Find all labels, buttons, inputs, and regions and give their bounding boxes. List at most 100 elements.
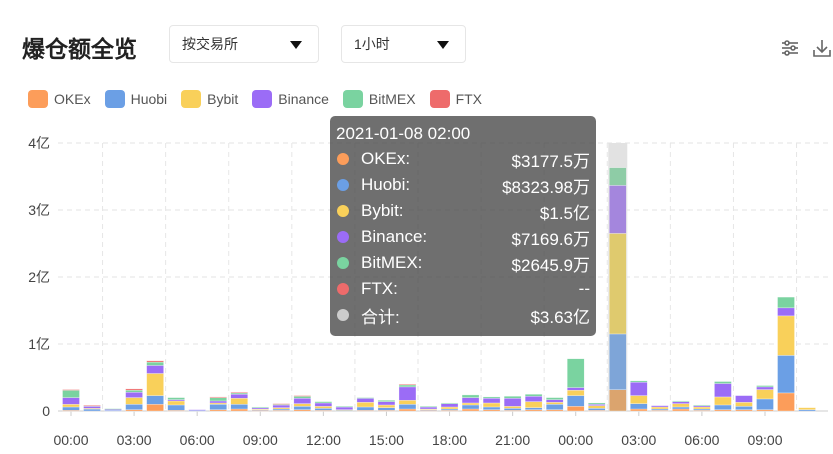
sliders-icon[interactable] (780, 38, 800, 58)
bar-segment-okex (398, 408, 417, 412)
caret-down-icon (437, 41, 449, 49)
bar-segment-bybit (314, 406, 333, 409)
y-tick-label: 3亿 (28, 202, 50, 218)
series-dot-icon (337, 283, 349, 295)
y-tick-label: 0 (42, 403, 50, 419)
legend-item-ftx[interactable]: FTX (429, 90, 482, 108)
bar-segment-binance (503, 398, 522, 407)
bar-segment-bitmex (566, 358, 585, 388)
bar-segment-binance (398, 386, 417, 401)
bar-segment-okex (566, 406, 585, 412)
bar-segment-huobi (314, 408, 333, 411)
page-title: 爆仓额全览 (22, 36, 137, 62)
bar-segment-ftx (293, 395, 312, 397)
bar-segment-huobi (714, 404, 732, 410)
bar-segment-binance (609, 185, 627, 234)
bar-segment-binance (293, 398, 312, 404)
bar-segment-bitmex (777, 296, 795, 309)
bar-segment-bybit (377, 404, 396, 408)
exchange-group-select[interactable]: 按交易所 (169, 25, 319, 63)
bar-segment-bybit (777, 315, 795, 356)
bar-segment-bybit (588, 405, 606, 409)
bar-segment-ftx (272, 403, 291, 405)
bar-segment-bitmex (440, 402, 459, 405)
bar-segment-huobi (230, 404, 248, 410)
x-tick-label: 12:00 (306, 432, 341, 448)
legend-item-bitmex[interactable]: BitMEX (342, 90, 416, 108)
bar-segment-bybit (566, 389, 585, 396)
tooltip-row: Huobi: $8323.98万 (336, 172, 590, 198)
interval-select[interactable]: 1小时 (341, 25, 466, 63)
legend-label: BitMEX (368, 91, 416, 107)
bar-segment-binance (209, 400, 227, 404)
bar-segment-binance (62, 397, 80, 405)
bar-segment-bybit (482, 402, 501, 408)
bar-segment-bybit (672, 403, 690, 408)
bar-segment-bybit (167, 400, 185, 406)
tooltip-series-value: $8323.98万 (502, 177, 590, 197)
bar-segment-huobi (630, 403, 648, 410)
bar-segment-huobi (588, 408, 606, 411)
bar-segment-bitmex (482, 396, 501, 399)
bar-segment-binance (461, 397, 480, 404)
bar-segment-huobi (609, 333, 627, 390)
bar-segment-bybit (62, 404, 80, 408)
tooltip-series-name: Binance: (361, 227, 428, 246)
bar-segment-bitmex (146, 361, 164, 366)
bar-segment-bitmex (356, 397, 375, 399)
legend-label: Huobi (130, 91, 168, 107)
exchange-group-select-value: 按交易所 (182, 36, 238, 52)
bar-segment-huobi (777, 355, 795, 394)
legend-item-binance[interactable]: Binance (252, 90, 329, 108)
bar-segment-okex (777, 392, 795, 412)
series-dot-icon (337, 205, 349, 217)
x-tick-label: 00:00 (53, 432, 88, 448)
bar-segment-bybit (651, 406, 669, 410)
bar-segment-okex (672, 408, 690, 412)
legend-swatch (342, 90, 363, 108)
tooltip-row: Bybit: $1.5亿 (336, 198, 590, 224)
bar-segment-bitmex (377, 400, 396, 402)
tooltip-series-value: $3.63亿 (530, 307, 590, 327)
download-icon[interactable] (812, 38, 832, 58)
legend-item-okex[interactable]: OKEx (28, 90, 91, 108)
x-tick-label: 09:00 (747, 432, 782, 448)
bar-segment-huobi (293, 406, 312, 410)
x-tick-label: 18:00 (432, 432, 467, 448)
bar-segment-bybit (714, 396, 732, 406)
bar-segment-bitmex (251, 406, 270, 409)
bar-segment-binance (314, 402, 333, 407)
bar-segment-bitmex (503, 396, 522, 399)
bar-segment-ftx (62, 389, 80, 391)
bar-segment-huobi (672, 406, 690, 410)
series-dot-icon (337, 257, 349, 269)
legend-item-bybit[interactable]: Bybit (181, 90, 238, 108)
legend-label: Bybit (207, 91, 239, 107)
bar-segment-binance (440, 403, 459, 408)
tooltip-row: Binance: $7169.6万 (336, 224, 590, 250)
tooltip-date: 2021-01-08 02:00 (336, 124, 471, 143)
tooltip-series-name: Bybit: (361, 201, 404, 220)
series-dot-icon (337, 309, 349, 321)
tooltip-series-value: -- (578, 279, 590, 298)
bar-segment-bybit (630, 395, 648, 404)
bar-segment-ftx (83, 405, 101, 407)
bar-segment-bitmex (609, 167, 627, 186)
bar-segment-ftx (146, 360, 164, 363)
x-tick-label: 06:00 (684, 432, 719, 448)
bar-segment-huobi (566, 395, 585, 407)
bar-segment-binance (777, 307, 795, 317)
legend-item-huobi[interactable]: Huobi (104, 90, 168, 108)
bar-segment-huobi (524, 407, 543, 410)
bar-segment-bitmex (588, 402, 606, 405)
bar-segment-huobi (209, 404, 227, 410)
bar-segment-bybit (293, 403, 312, 407)
bar-segment-bybit (693, 406, 711, 410)
bar-segment-binance (272, 404, 291, 408)
bar-segment-binance (545, 399, 564, 403)
bar-segment-bybit (798, 407, 816, 410)
bar-segment-huobi (461, 404, 480, 410)
bar-segment-bitmex (125, 389, 143, 393)
bar-segment-bybit (524, 401, 543, 408)
